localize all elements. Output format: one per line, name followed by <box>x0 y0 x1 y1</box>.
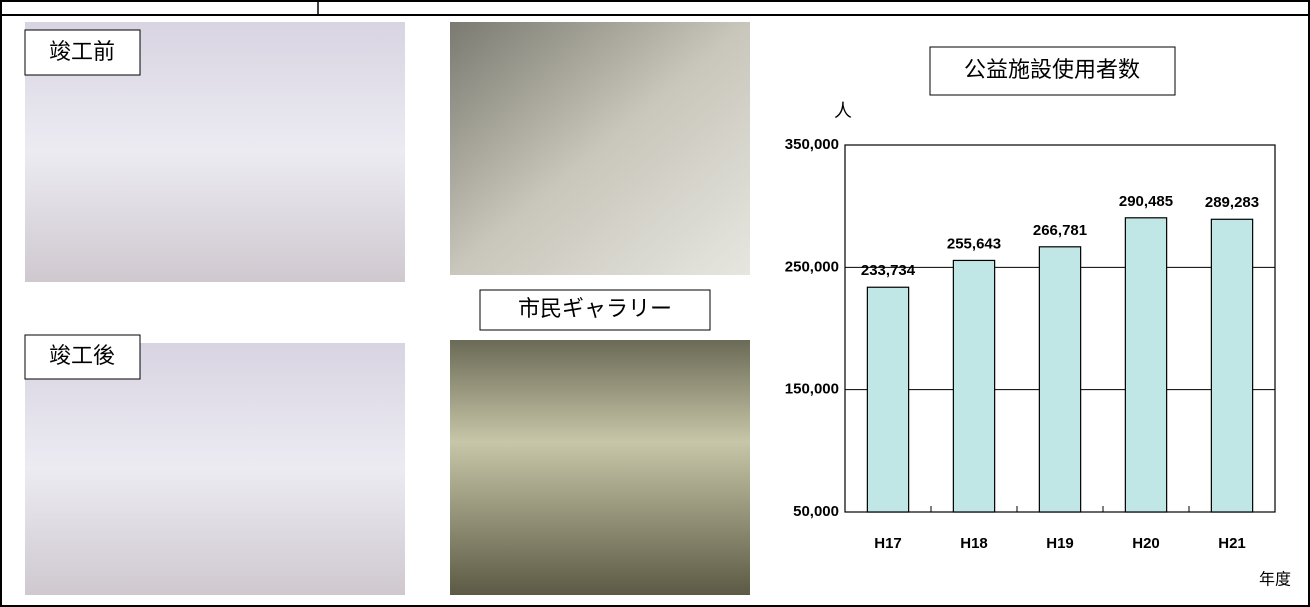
photo-gallery-2 <box>450 340 750 595</box>
x-tick-label: H17 <box>874 535 902 552</box>
x-tick-label: H18 <box>960 535 988 552</box>
value-label: 266,781 <box>1033 222 1087 239</box>
y-tick-label: 150,000 <box>785 381 839 398</box>
y-tick-label: 250,000 <box>785 258 839 275</box>
x-axis-label: 年度 <box>1259 570 1291 589</box>
bar <box>867 287 908 512</box>
bar <box>1211 219 1252 512</box>
photo-label: 竣工後 <box>49 344 115 369</box>
chart-title: 公益施設使用者数 <box>964 58 1140 83</box>
y-axis-label: 人 <box>834 101 852 122</box>
photo-label: 竣工前 <box>49 40 115 65</box>
bar <box>1039 247 1080 512</box>
bar <box>953 260 994 512</box>
bar <box>1125 218 1166 512</box>
screen: 竣工前 竣工後 市民ギャラリー 公益施設使用者数 人 年度 50,000 150,… <box>0 0 1310 607</box>
x-tick-label: H20 <box>1132 535 1160 552</box>
x-tick-label: H19 <box>1046 535 1074 552</box>
y-tick-label: 350,000 <box>785 136 839 153</box>
value-label: 233,734 <box>861 262 916 279</box>
photo-gallery-1 <box>450 22 750 275</box>
page: {"photo_labels": {"before": "竣工前", "afte… <box>0 0 1310 607</box>
photo-label: 市民ギャラリー <box>518 297 672 322</box>
x-tick-label: H21 <box>1218 535 1246 552</box>
value-label: 290,485 <box>1119 193 1173 210</box>
value-label: 255,643 <box>947 235 1001 252</box>
value-label: 289,283 <box>1205 194 1259 211</box>
photo-after <box>25 343 405 595</box>
y-tick-label: 50,000 <box>793 503 839 520</box>
